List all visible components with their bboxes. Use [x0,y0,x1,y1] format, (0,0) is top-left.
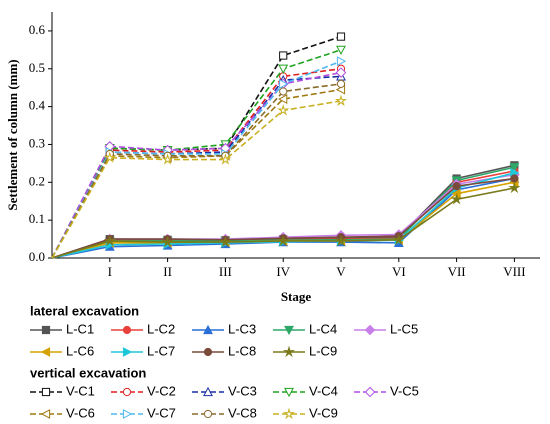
y-tick-label: 0.2 [29,173,45,188]
legend-label: V-C6 [66,405,95,420]
x-tick-label: V [336,264,346,279]
legend-marker [122,387,132,397]
data-point [279,78,289,89]
data-point [219,235,232,248]
x-tick-label: VI [392,264,406,279]
data-point [509,163,520,173]
data-point [450,192,463,205]
data-point [334,94,348,107]
x-axis-title: Stage [281,289,312,304]
y-tick-label: 0.3 [29,135,45,150]
data-point [278,64,289,74]
legend-marker [203,409,213,419]
x-tick-label: I [108,264,112,279]
legend-marker [40,347,51,357]
legend-label: L-C2 [147,321,175,336]
legend-label: V-C5 [390,383,419,398]
legend-label: L-C6 [66,343,94,358]
legend-marker [203,347,213,357]
y-tick-label: 0.5 [29,60,45,75]
legend-label: V-C3 [228,383,257,398]
legend-marker [41,325,51,335]
legend-label: V-C8 [228,405,257,420]
legend-label: V-C7 [147,405,176,420]
data-point [279,87,288,96]
data-point [278,94,288,104]
data-point [161,235,174,248]
legend-marker [282,345,296,358]
y-tick-label: 0.6 [29,22,46,37]
data-point [103,151,116,163]
legend-marker [40,409,51,419]
data-point [452,181,461,191]
data-point [336,79,346,89]
legend-label: L-C7 [147,343,175,358]
data-point [161,153,174,165]
data-point [277,234,290,247]
data-point [103,234,116,247]
legend-marker [284,325,294,336]
legend-marker [284,387,294,398]
series-line [51,100,342,259]
legend-label: L-C9 [309,343,337,358]
data-point [279,51,288,60]
x-tick-label: II [163,264,172,279]
legend-marker [364,324,376,336]
legend-marker [203,386,213,397]
data-point [334,234,348,247]
series-line [51,75,342,259]
legend-marker [122,409,133,419]
legend-title: vertical excavation [30,365,146,380]
y-axis-title: Settlement of column (mm) [5,59,20,210]
legend-label: L-C1 [66,321,94,336]
x-tick-label: VII [448,264,466,279]
legend-label: L-C5 [390,321,418,336]
data-point [336,56,347,67]
legend-label: V-C1 [66,383,95,398]
x-tick-label: III [219,264,232,279]
legend-marker [282,407,296,420]
data-point [336,32,346,41]
y-tick-label: 0.1 [29,211,45,226]
data-point [508,181,521,194]
legend-label: V-C9 [309,405,338,420]
data-point [277,104,290,116]
data-point [335,67,347,78]
legend-marker [41,387,51,397]
legend-label: V-C4 [309,383,338,398]
y-tick-label: 0.0 [29,249,45,264]
legend-label: L-C4 [309,321,337,336]
x-tick-label: VIII [503,264,525,279]
series-line [51,83,342,259]
data-point [336,45,346,56]
y-tick-label: 0.4 [29,98,46,113]
legend-marker [203,324,213,335]
data-point [219,153,232,165]
legend-marker [364,386,376,398]
legend-marker [122,325,132,335]
data-point [392,233,405,246]
legend-label: L-C3 [228,321,256,336]
legend-label: L-C8 [228,343,256,358]
legend-title: lateral excavation [30,303,139,318]
data-point [510,174,519,183]
legend-label: V-C2 [147,383,176,398]
legend-marker [122,347,133,357]
series-line [51,71,342,259]
x-tick-label: IV [276,264,290,279]
